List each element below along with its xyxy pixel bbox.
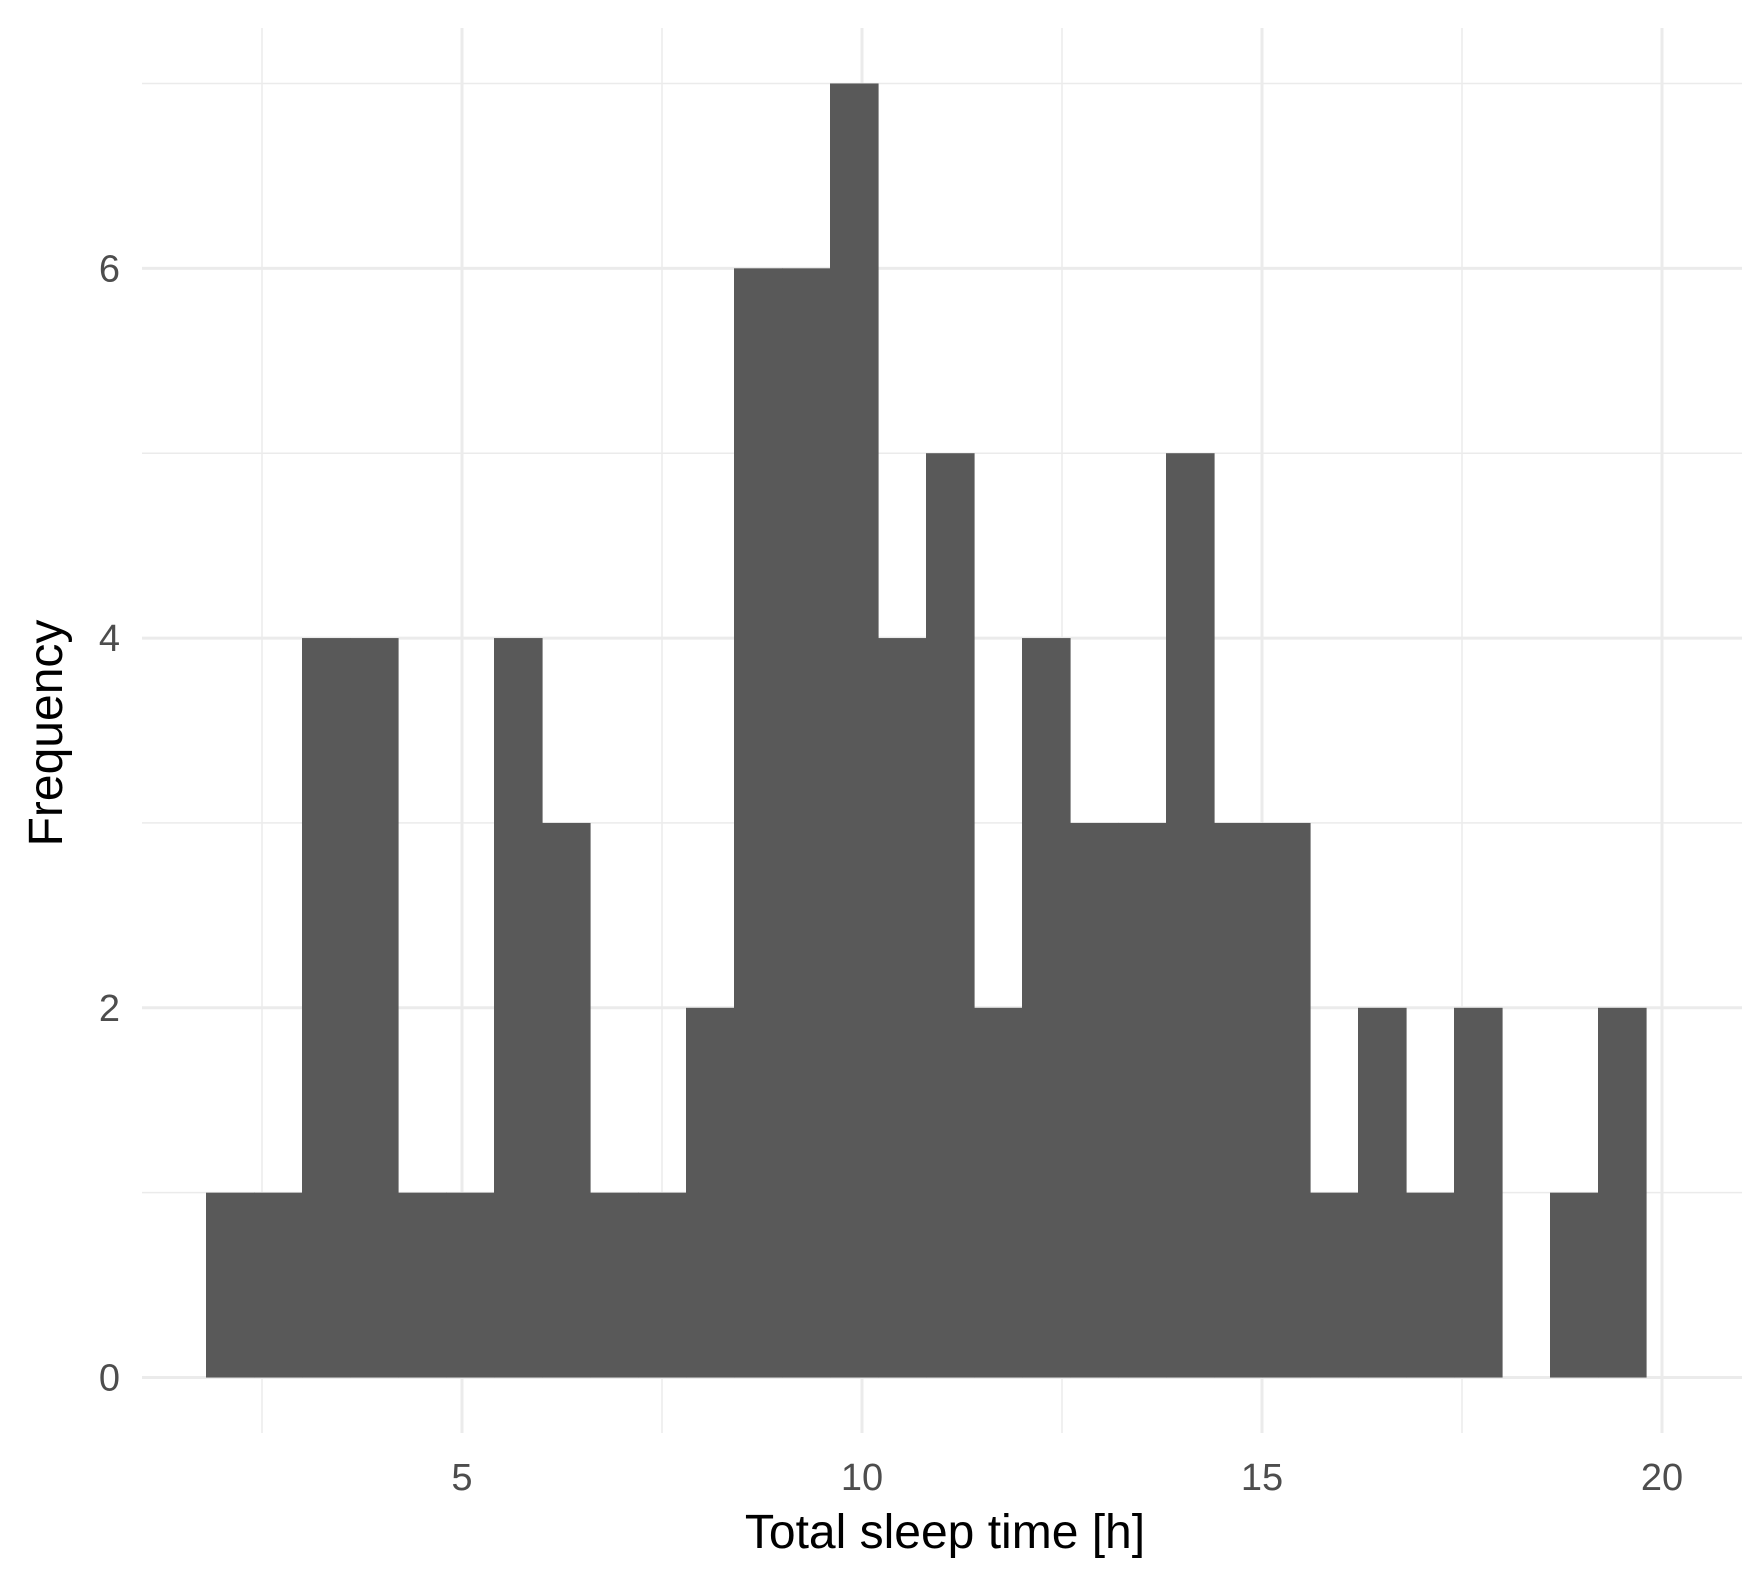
histogram-bar [830, 83, 879, 1378]
histogram-bar [206, 1192, 255, 1378]
histogram-bar [590, 1192, 639, 1378]
histogram-bar [1262, 822, 1311, 1378]
histogram-bar [734, 268, 783, 1378]
histogram-bar [926, 453, 975, 1378]
histogram-bar [1358, 1007, 1407, 1378]
y-axis-tick-labels: 0 2 4 6 [99, 248, 120, 1399]
histogram-bar [398, 1192, 447, 1378]
histogram-bar [1070, 822, 1119, 1378]
histogram-bar [782, 268, 831, 1378]
histogram-bars [206, 83, 1647, 1378]
histogram-bar [1166, 453, 1215, 1378]
x-tick-label: 5 [451, 1457, 472, 1499]
histogram-bar [1214, 822, 1263, 1378]
histogram-bar [446, 1192, 495, 1378]
histogram-bar [1022, 638, 1071, 1378]
x-axis-title: Total sleep time [h] [745, 1506, 1145, 1559]
histogram-bar [302, 638, 351, 1378]
histogram-bar [638, 1192, 687, 1378]
histogram-bar [1454, 1007, 1503, 1378]
y-tick-label: 4 [99, 618, 120, 660]
histogram-bar [1598, 1007, 1647, 1378]
y-tick-label: 0 [99, 1358, 120, 1400]
histogram-bar [350, 638, 399, 1378]
histogram-bar [974, 1007, 1023, 1378]
x-tick-label: 20 [1641, 1457, 1683, 1499]
histogram-bar [254, 1192, 303, 1378]
histogram-bar [1310, 1192, 1359, 1378]
histogram-bar [1550, 1192, 1599, 1378]
histogram-bar [1118, 822, 1167, 1378]
histogram-bar [542, 822, 591, 1378]
y-axis-title: Frequency [20, 620, 73, 847]
y-tick-label: 2 [99, 988, 120, 1030]
x-tick-label: 10 [841, 1457, 883, 1499]
y-tick-label: 6 [99, 248, 120, 290]
x-tick-label: 15 [1241, 1457, 1283, 1499]
histogram-bar [494, 638, 543, 1378]
histogram-bar [1406, 1192, 1455, 1378]
x-axis-tick-labels: 5 10 15 20 [451, 1457, 1683, 1499]
histogram-bar [686, 1007, 735, 1378]
histogram-bar [878, 638, 927, 1378]
